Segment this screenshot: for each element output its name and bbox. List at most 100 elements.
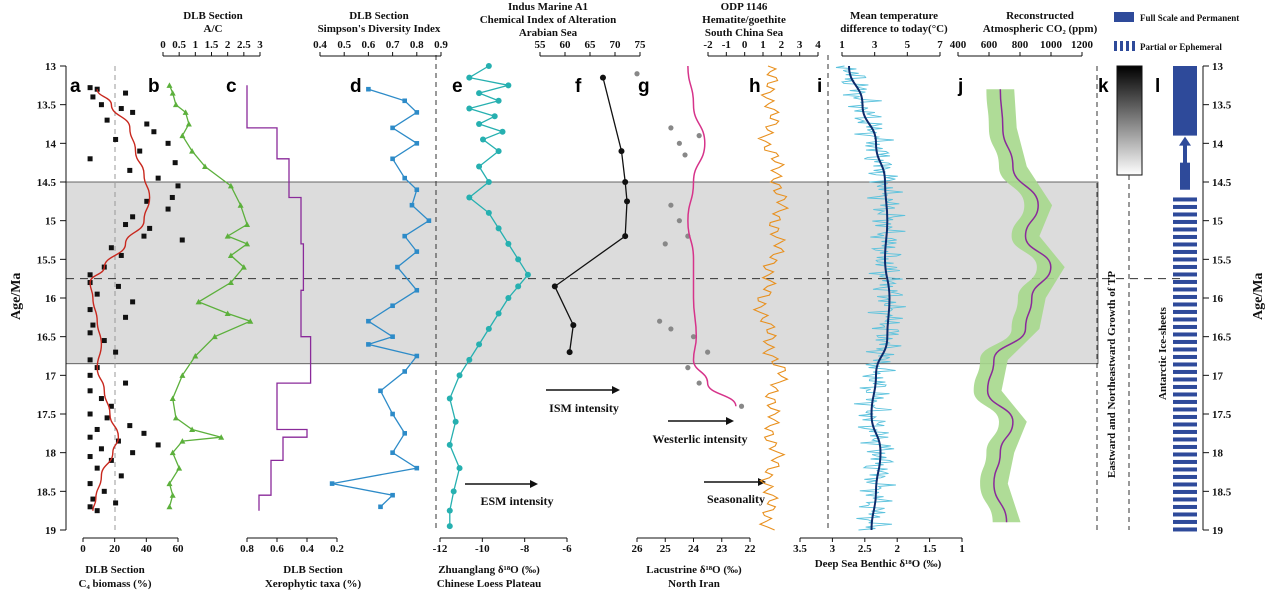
xerophytic-step-line	[246, 85, 312, 511]
cia-point	[566, 349, 573, 356]
seasonality-label: Seasonality	[707, 492, 765, 506]
ice-partial-stripe	[1173, 309, 1197, 314]
c4-biomass-point	[90, 94, 96, 100]
panel-h-top-tick-label: 3	[797, 39, 803, 51]
panel-h-bottom-tick-label: 1	[959, 543, 965, 555]
ice-partial-stripe	[1173, 272, 1197, 277]
panel-d-tick-label: 0.4	[313, 39, 327, 51]
ice-partial-stripe	[1173, 204, 1197, 209]
ice-partial-stripe	[1173, 347, 1197, 352]
ac-ratio-point	[189, 426, 196, 432]
lacustrine-point	[738, 403, 745, 409]
panel-l-vertical-label: Antarctic Ice-sheets	[1157, 306, 1169, 400]
panel-letter-j: j	[957, 76, 963, 97]
panel-h-bottom-tick-label: 1.5	[923, 543, 937, 555]
left-axis-tick-label: 16.5	[37, 332, 57, 344]
panel-a-bottom-2: C₄ biomass (%)	[79, 578, 152, 590]
panel-h-top-tick-label: -2	[703, 39, 713, 51]
ac-ratio-point	[169, 492, 176, 498]
panel-j-title-2: Atmospheric CO₂ (ppm)	[983, 23, 1098, 35]
left-axis-tick-label: 15	[45, 216, 57, 228]
simpson-point	[402, 233, 407, 239]
right-axis-tick-label: 15.5	[1212, 254, 1232, 266]
ice-partial-stripe	[1173, 377, 1197, 382]
ice-partial-stripe	[1173, 467, 1197, 472]
panel-b-tick-label: 3	[257, 39, 263, 51]
left-axis-tick-label: 16	[45, 293, 57, 305]
left-axis-label: Age/Ma	[9, 273, 24, 320]
panel-a-tick-label: 60	[173, 543, 185, 555]
left-axis-tick-label: 19	[45, 525, 57, 537]
panel-c-bottom-2: Xerophytic taxa (%)	[265, 578, 362, 590]
ice-partial-stripe	[1173, 294, 1197, 299]
c4-biomass-point	[165, 140, 171, 146]
left-axis-tick-label: 17	[45, 370, 57, 382]
c4-biomass-point	[108, 245, 114, 251]
c4-biomass-point	[141, 233, 147, 239]
panel-a-tick-label: 40	[141, 543, 153, 555]
zhuanglang-point	[485, 209, 492, 216]
c4-biomass-point	[137, 148, 143, 154]
lacustrine-point	[676, 218, 682, 224]
panel-g-tick-label: 23	[716, 543, 728, 555]
c4-biomass-point	[172, 160, 178, 166]
zhuanglang-point	[446, 441, 453, 448]
c4-biomass-point	[123, 380, 129, 386]
panel-e-bottom-2: Chinese Loess Plateau	[437, 578, 542, 590]
ice-partial-stripe	[1173, 437, 1197, 442]
ice-partial-stripe	[1173, 264, 1197, 269]
westerlic-label: Westerlic intensity	[653, 432, 748, 446]
ice-partial-stripe	[1173, 317, 1197, 322]
panel-c-tick-label: 0.4	[300, 543, 314, 555]
simpson-point	[390, 303, 395, 309]
c4-biomass-point	[179, 237, 185, 243]
panel-letter-i: i	[817, 76, 822, 97]
panel-i-tick-label: 3	[872, 39, 878, 51]
zhuanglang-point	[456, 372, 463, 379]
ice-partial-stripe	[1173, 197, 1197, 202]
simpson-point	[402, 431, 407, 436]
c4-biomass-point	[108, 457, 114, 463]
zhuanglang-point	[491, 113, 498, 120]
ac-ratio-point	[176, 465, 183, 471]
cia-point	[624, 198, 631, 205]
panel-letter-l: l	[1155, 76, 1160, 97]
ac-ratio-point	[166, 503, 173, 510]
simpson-point	[414, 141, 420, 146]
ac-ratio-point	[211, 333, 218, 340]
panel-a-tick-label: 20	[109, 543, 121, 555]
c4-biomass-point	[87, 372, 93, 378]
zhuanglang-point	[456, 465, 463, 472]
simpson-point	[366, 342, 371, 347]
c4-biomass-point	[113, 136, 119, 142]
cia-point	[570, 322, 577, 329]
legend-full-label: Full Scale and Permanent	[1140, 13, 1239, 23]
c4-biomass-point	[98, 102, 104, 108]
ac-ratio-point	[244, 240, 251, 247]
lacustrine-point	[685, 365, 691, 371]
panel-letter-k: k	[1098, 76, 1109, 97]
zhuanglang-point	[466, 74, 473, 81]
ice-partial-stripe	[1173, 324, 1197, 329]
lacustrine-point	[682, 152, 688, 158]
ice-partial-stripe	[1173, 302, 1197, 307]
lacustrine-point	[705, 349, 711, 355]
ac-ratio-point	[166, 82, 173, 88]
zhuanglang-point	[476, 341, 483, 348]
zhuanglang-point	[479, 136, 486, 143]
right-age-axis: 13 13.5 14 14.5 15 15.5 16 16.5 17 17.5 18 18.5 19	[1202, 61, 1232, 537]
c4-biomass-point	[155, 442, 161, 448]
c4-biomass-point	[141, 430, 147, 436]
ac-ratio-point	[169, 395, 176, 402]
ac-ratio-point	[179, 438, 186, 444]
simpson-point	[390, 125, 395, 131]
c4-biomass-point	[118, 106, 124, 112]
panel-e-tick-label: -10	[475, 543, 490, 555]
simpson-point	[390, 450, 395, 455]
panel-h-bottom-tick-label: 2	[894, 543, 900, 555]
c4-biomass-point	[87, 388, 93, 394]
panel-f-tick-label: 60	[560, 39, 572, 51]
ac-ratio-point	[185, 121, 192, 127]
ice-partial-stripe	[1173, 362, 1197, 367]
legend-partial-label: Partial or Ephemeral	[1140, 42, 1222, 52]
